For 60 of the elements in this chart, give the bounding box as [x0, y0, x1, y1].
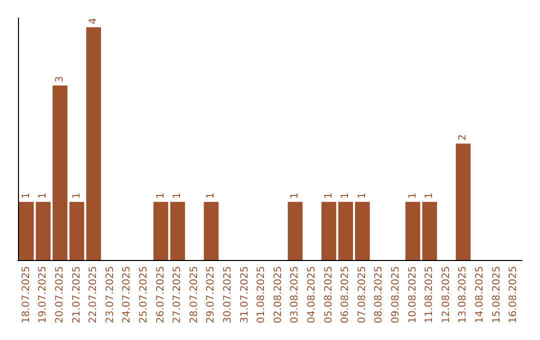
bar	[288, 202, 303, 260]
bar	[69, 202, 84, 260]
x-tick-label: 12.08.2025	[440, 266, 452, 324]
bar	[36, 202, 51, 260]
bar	[456, 144, 471, 260]
data-label: 1	[407, 192, 418, 199]
data-label: 4	[88, 18, 100, 24]
bar	[338, 202, 353, 260]
x-tick-label: 03.08.2025	[290, 266, 301, 324]
bar	[170, 202, 185, 260]
data-label: 2	[458, 134, 469, 141]
x-tick-label: 25.07.2025	[138, 266, 150, 324]
bar	[422, 202, 437, 260]
bar	[153, 202, 168, 260]
data-label: 1	[323, 192, 334, 199]
x-tick-label: 20.07.2025	[54, 266, 66, 324]
x-tick-label: 23.07.2025	[104, 266, 116, 324]
data-label: 1	[206, 192, 217, 199]
bar	[355, 202, 370, 260]
x-tick-label: 29.07.2025	[206, 266, 217, 324]
bar	[405, 202, 420, 260]
x-tick-label: 13.08.2025	[458, 266, 469, 324]
x-tick-label: 26.07.2025	[155, 266, 166, 324]
x-tick-label: 31.07.2025	[239, 266, 250, 324]
x-tick-label: 02.08.2025	[272, 266, 284, 324]
data-label: 1	[71, 192, 82, 199]
x-tick-label: 16.08.2025	[508, 266, 520, 324]
x-tick-label: 11.08.2025	[424, 266, 436, 324]
x-tick-label: 05.08.2025	[323, 266, 334, 324]
x-tick-label: 06.08.2025	[340, 266, 352, 324]
data-label: 1	[290, 192, 301, 199]
x-tick-label: 07.08.2025	[356, 266, 368, 324]
data-label: 1	[38, 192, 49, 199]
x-tick-label: 19.07.2025	[38, 266, 49, 324]
data-label: 3	[54, 76, 66, 82]
x-tick-label: 18.07.2025	[20, 266, 32, 324]
bar	[86, 27, 101, 260]
data-label: 1	[20, 192, 32, 199]
x-tick-label: 10.08.2025	[407, 266, 418, 324]
data-label: 1	[340, 192, 352, 199]
data-label: 1	[155, 192, 166, 199]
data-label: 1	[356, 192, 368, 199]
bar	[52, 85, 68, 260]
x-tick-label: 09.08.2025	[390, 266, 402, 324]
data-label: 1	[424, 192, 436, 199]
x-tick-label: 21.07.2025	[71, 266, 82, 324]
x-tick-label: 01.08.2025	[256, 266, 268, 324]
x-tick-label: 15.08.2025	[491, 266, 502, 324]
x-tick-label: 24.07.2025	[122, 266, 133, 324]
x-tick-label: 30.07.2025	[222, 266, 234, 324]
bar	[321, 202, 336, 260]
x-tick-label: 22.07.2025	[88, 266, 100, 324]
x-tick-label: 04.08.2025	[306, 266, 318, 324]
x-tick-label: 14.08.2025	[474, 266, 486, 324]
x-tick-label: 28.07.2025	[188, 266, 200, 324]
bar	[19, 202, 34, 260]
data-label: 1	[172, 192, 184, 199]
bar	[204, 202, 219, 260]
x-tick-label: 08.08.2025	[374, 266, 385, 324]
x-tick-label: 27.07.2025	[172, 266, 184, 324]
